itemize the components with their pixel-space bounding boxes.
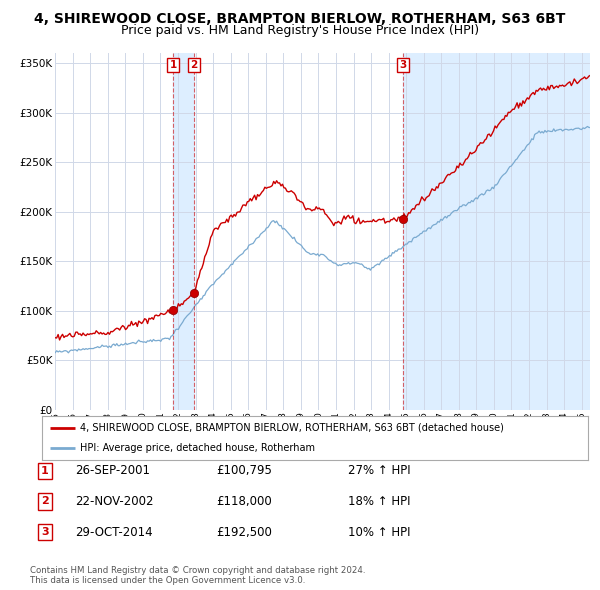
Text: £118,000: £118,000 <box>216 495 272 508</box>
Text: 26-SEP-2001: 26-SEP-2001 <box>75 464 150 477</box>
Bar <box>173 53 194 410</box>
Text: 1: 1 <box>41 466 49 476</box>
Text: 1: 1 <box>170 60 177 70</box>
Text: 22-NOV-2002: 22-NOV-2002 <box>75 495 154 508</box>
Text: £192,500: £192,500 <box>216 526 272 539</box>
Text: Contains HM Land Registry data © Crown copyright and database right 2024.
This d: Contains HM Land Registry data © Crown c… <box>30 566 365 585</box>
Text: 2: 2 <box>190 60 197 70</box>
Text: £100,795: £100,795 <box>216 464 272 477</box>
Text: 18% ↑ HPI: 18% ↑ HPI <box>348 495 410 508</box>
Text: 10% ↑ HPI: 10% ↑ HPI <box>348 526 410 539</box>
Text: 4, SHIREWOOD CLOSE, BRAMPTON BIERLOW, ROTHERHAM, S63 6BT: 4, SHIREWOOD CLOSE, BRAMPTON BIERLOW, RO… <box>34 12 566 26</box>
Text: HPI: Average price, detached house, Rotherham: HPI: Average price, detached house, Roth… <box>80 443 315 453</box>
Text: Price paid vs. HM Land Registry's House Price Index (HPI): Price paid vs. HM Land Registry's House … <box>121 24 479 37</box>
Bar <box>403 53 590 410</box>
Text: 29-OCT-2014: 29-OCT-2014 <box>75 526 152 539</box>
Text: 27% ↑ HPI: 27% ↑ HPI <box>348 464 410 477</box>
Text: 3: 3 <box>400 60 407 70</box>
Text: 2: 2 <box>41 497 49 506</box>
Text: 3: 3 <box>41 527 49 537</box>
Text: 4, SHIREWOOD CLOSE, BRAMPTON BIERLOW, ROTHERHAM, S63 6BT (detached house): 4, SHIREWOOD CLOSE, BRAMPTON BIERLOW, RO… <box>80 423 504 433</box>
